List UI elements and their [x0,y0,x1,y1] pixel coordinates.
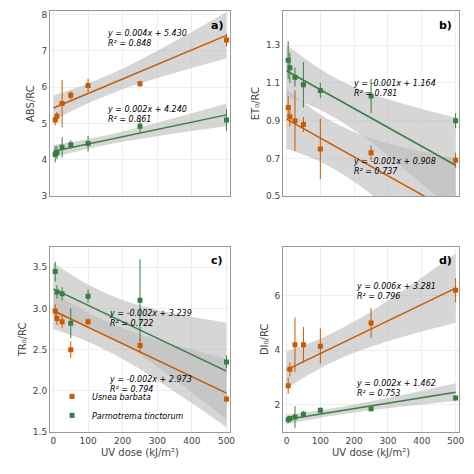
svg-text:y = 0.006x + 3.281R² = 0.796: y = 0.006x + 3.281R² = 0.796 [356,282,436,301]
svg-text:3.5: 3.5 [33,262,47,272]
svg-text:500: 500 [447,436,464,446]
svg-text:4: 4 [41,155,47,165]
svg-text:3: 3 [41,191,47,201]
svg-text:y = -0.002x + 2.973R² = 0.794: y = -0.002x + 2.973R² = 0.794 [109,375,192,394]
svg-text:y = -0.001x + 0.908R² = 0.737: y = -0.001x + 0.908R² = 0.737 [353,157,436,176]
svg-text:ABS/RC: ABS/RC [25,85,36,122]
svg-text:y = 0.002x + 1.462R² = 0.753: y = 0.002x + 1.462R² = 0.753 [356,379,436,398]
svg-text:Parmotrema tinctorum: Parmotrema tinctorum [92,412,184,421]
svg-text:y = -0.002x + 3.239R² = 0.722: y = -0.002x + 3.239R² = 0.722 [109,309,192,328]
svg-text:y = -0.001x + 1.164R² = 0.781: y = -0.001x + 1.164R² = 0.781 [353,79,436,98]
svg-text:a): a) [211,19,223,32]
svg-text:y = 0.004x + 5.430R² = 0.848: y = 0.004x + 5.430R² = 0.848 [107,29,187,48]
svg-text:7: 7 [41,46,47,56]
svg-text:0.9: 0.9 [266,116,281,126]
svg-text:200: 200 [114,436,131,446]
svg-text:y = 0.002x + 4.240R² = 0.861: y = 0.002x + 4.240R² = 0.861 [107,105,187,124]
svg-text:0: 0 [284,436,290,446]
svg-text:5: 5 [41,119,47,129]
svg-text:2: 2 [275,400,281,410]
svg-text:6: 6 [41,82,47,92]
svg-text:2.5: 2.5 [33,345,47,355]
svg-text:0.5: 0.5 [266,191,280,201]
svg-text:1.1: 1.1 [266,78,280,88]
svg-text:ET₀/RC: ET₀/RC [250,87,261,120]
svg-text:TR₀/RC: TR₀/RC [17,322,28,357]
svg-text:3.0: 3.0 [33,304,48,314]
svg-text:4: 4 [275,345,281,355]
svg-text:UV dose (kJ/m²): UV dose (kJ/m²) [101,447,179,458]
svg-text:UV dose (kJ/m²): UV dose (kJ/m²) [332,447,410,458]
svg-text:6: 6 [275,291,281,301]
svg-text:2.0: 2.0 [33,386,48,396]
svg-text:8: 8 [41,10,47,20]
svg-text:400: 400 [183,436,200,446]
svg-text:100: 100 [312,436,329,446]
svg-text:0.7: 0.7 [266,154,280,164]
svg-text:300: 300 [149,436,166,446]
svg-text:d): d) [439,254,452,267]
svg-text:300: 300 [379,436,396,446]
svg-text:500: 500 [218,436,235,446]
svg-text:1.3: 1.3 [266,40,280,50]
svg-text:b): b) [439,19,452,32]
svg-text:Usnea barbata: Usnea barbata [92,393,151,402]
svg-text:0: 0 [51,436,57,446]
svg-text:DI₀/RC: DI₀/RC [259,324,270,355]
svg-text:c): c) [211,254,223,267]
svg-text:200: 200 [346,436,363,446]
svg-text:100: 100 [79,436,96,446]
svg-text:400: 400 [413,436,430,446]
svg-text:1.5: 1.5 [33,427,47,437]
